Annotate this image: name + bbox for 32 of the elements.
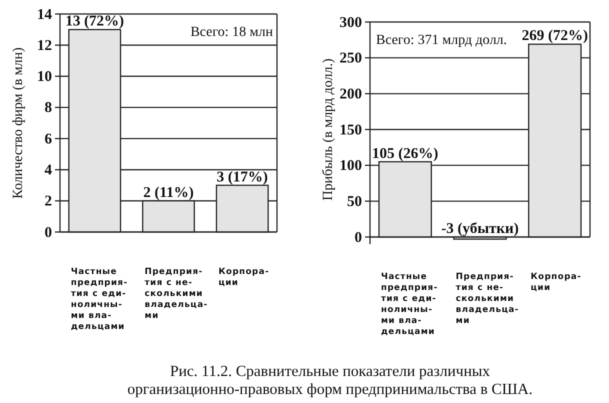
text: Рис. 11.2. Сравнительные показатели различных организационно-правовых форм предпринимальства в США. (127, 363, 533, 398)
y-tick-label: 12 (37, 38, 52, 54)
x-tick-label: Корпора- ции (530, 272, 582, 293)
x-tick-label: Частные предприя- тия с еди- ноличны- ми вла- дельцами (380, 272, 438, 337)
y-tick-label: 200 (340, 86, 362, 102)
y-tick-label: 300 (340, 14, 362, 31)
data-label: 2 (11%) (143, 184, 194, 201)
data-label: 269 (72%) (522, 28, 588, 44)
y-tick-label: 8 (44, 100, 52, 116)
data-label: 105 (26%) (372, 146, 438, 162)
y-tick-label: 4 (44, 162, 52, 179)
x-tick-label: Частные предприя- тия с еди- ноличны- ми вла- дельцами (70, 267, 128, 332)
y-axis-title: Количество фирм (в млн) (11, 46, 26, 199)
y-tick-label: 50 (347, 194, 362, 210)
data-label: 3 (17%) (216, 169, 268, 186)
y-tick-label: 10 (37, 69, 52, 86)
data-label: -3 (убытки) (441, 221, 519, 237)
y-tick-label: 150 (340, 122, 362, 138)
x-tick-label: Предприя- тия с не- сколькими владельца- ми (456, 272, 519, 326)
y-tick-label: 100 (340, 158, 362, 174)
y-tick-label: 6 (44, 131, 52, 148)
x-tick-label: Предприя- тия с не- сколькими владельца- ми (144, 267, 208, 321)
annotation: Всего: 18 млн (190, 25, 274, 40)
y-axis-title: Прибыль (в млрд долл.) (321, 58, 336, 201)
x-tick-label: Корпора- ции (218, 267, 270, 288)
y-tick-label: 250 (340, 50, 362, 67)
annotation: Всего: 371 млрд долл. (376, 33, 507, 48)
data-label: 13 (72%) (65, 14, 124, 30)
y-tick-label: 2 (44, 194, 52, 210)
y-tick-label: 14 (37, 6, 52, 23)
y-tick-label: 0 (44, 224, 52, 241)
y-tick-label: 0 (354, 230, 362, 246)
